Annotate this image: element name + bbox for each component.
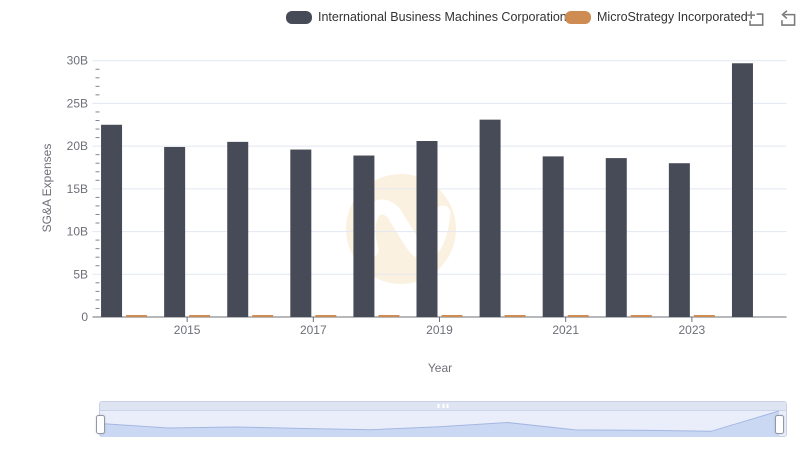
datazoom-grip-icon (437, 404, 449, 408)
datazoom-area-line (100, 410, 779, 432)
x-axis-tick-label: 2017 (300, 323, 327, 337)
datazoom-preview[interactable] (100, 410, 779, 437)
bar-mstr-2021[interactable] (567, 315, 589, 317)
bar-mstr-2020[interactable] (504, 315, 526, 317)
bar-ibm-2023[interactable] (668, 163, 690, 317)
legend-label-ibm: International Business Machines Corporat… (318, 10, 567, 24)
bar-mstr-2015[interactable] (189, 315, 211, 317)
datazoom-move-handle[interactable] (100, 402, 786, 411)
datazoom-left-handle[interactable] (96, 415, 105, 434)
datazoom-right-handle[interactable] (775, 415, 784, 434)
y-axis-tick-label: 30B (67, 54, 88, 68)
bar-ibm-2015[interactable] (164, 146, 186, 317)
restore-icon[interactable] (777, 8, 799, 30)
y-axis-tick-label: 20B (67, 139, 88, 153)
y-axis-tick-label: 10B (67, 225, 88, 239)
bar-mstr-2017[interactable] (315, 315, 337, 317)
bar-ibm-2017[interactable] (290, 149, 312, 317)
chart-plot-area: 0 5B 10B 15B 20B 25B 30B 2015 2017 2019 2021 2023 (67, 54, 787, 337)
x-axis-tick-label: 2021 (552, 323, 579, 337)
bar-ibm-2020[interactable] (479, 119, 501, 317)
datazoom-area-fill (100, 411, 779, 437)
bar-ibm-2021[interactable] (542, 156, 564, 317)
x-axis-tick-label: 2023 (679, 323, 706, 337)
x-axis-tick-label: 2019 (426, 323, 453, 337)
legend-label-mstr: MicroStrategy Incorporated (597, 10, 748, 24)
y-axis-tick-label: 0 (81, 310, 88, 324)
legend-swatch-ibm (286, 10, 312, 24)
legend-swatch-mstr (565, 10, 591, 24)
box-zoom-icon[interactable] (744, 8, 766, 30)
legend-item-ibm[interactable]: International Business Machines Corporat… (286, 9, 567, 25)
bar-mstr-2019[interactable] (441, 315, 463, 317)
bar-ibm-2016[interactable] (227, 141, 249, 317)
y-axis-tick-label: 15B (67, 182, 88, 196)
bar-ibm-2022[interactable] (605, 158, 627, 317)
x-axis-title: Year (427, 361, 453, 375)
bar-mstr-2023[interactable] (693, 315, 715, 317)
y-axis-tick-label: 5B (73, 267, 88, 281)
bar-ibm-2024[interactable] (731, 63, 753, 317)
legend-item-mstr[interactable]: MicroStrategy Incorporated (565, 9, 748, 25)
bar-ibm-2018[interactable] (353, 155, 375, 317)
datazoom-slider[interactable] (96, 401, 787, 437)
bar-mstr-2016[interactable] (252, 315, 274, 317)
bar-mstr-2022[interactable] (630, 315, 652, 317)
bar-ibm-2019[interactable] (416, 141, 438, 317)
bar-mstr-2014[interactable] (126, 315, 148, 317)
bar-ibm-2014[interactable] (101, 124, 123, 318)
bar-mstr-2018[interactable] (378, 315, 400, 317)
y-axis-title: SG&A Expenses (40, 143, 54, 233)
y-axis-tick-label: 25B (67, 96, 88, 110)
x-axis-tick-label: 2015 (174, 323, 201, 337)
